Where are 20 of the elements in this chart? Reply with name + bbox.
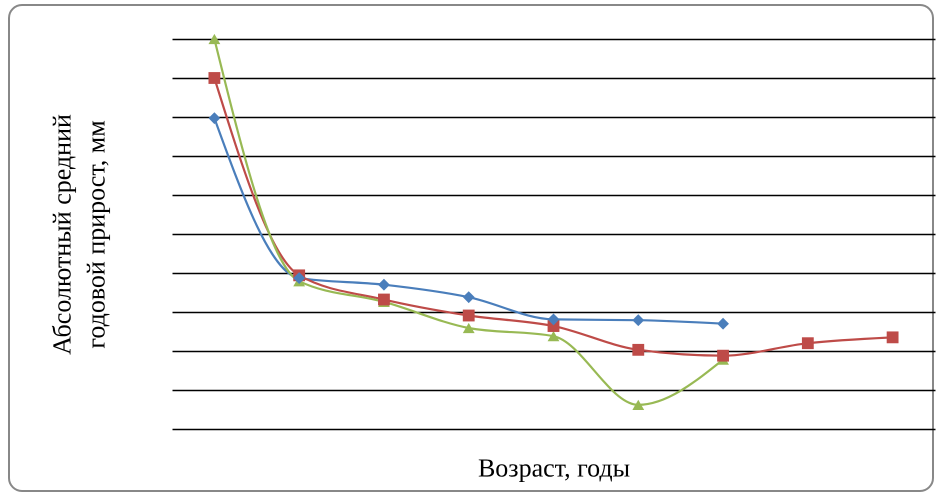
point [208, 112, 220, 124]
point [208, 72, 220, 84]
point [293, 272, 306, 284]
point [548, 313, 560, 326]
x-axis-title: Возраст, годы [478, 454, 630, 482]
point [717, 350, 729, 362]
y-axis-title: Абсолютный средний годовой прирост, мм [48, 114, 110, 355]
point [462, 310, 475, 322]
point [378, 294, 390, 306]
point [802, 337, 814, 350]
point [632, 344, 644, 356]
point [632, 314, 644, 326]
point [886, 331, 899, 344]
point [208, 34, 220, 44]
point [632, 400, 644, 410]
point [462, 322, 475, 334]
point [717, 318, 729, 330]
point [462, 291, 475, 304]
point [548, 331, 560, 342]
point [378, 278, 390, 291]
